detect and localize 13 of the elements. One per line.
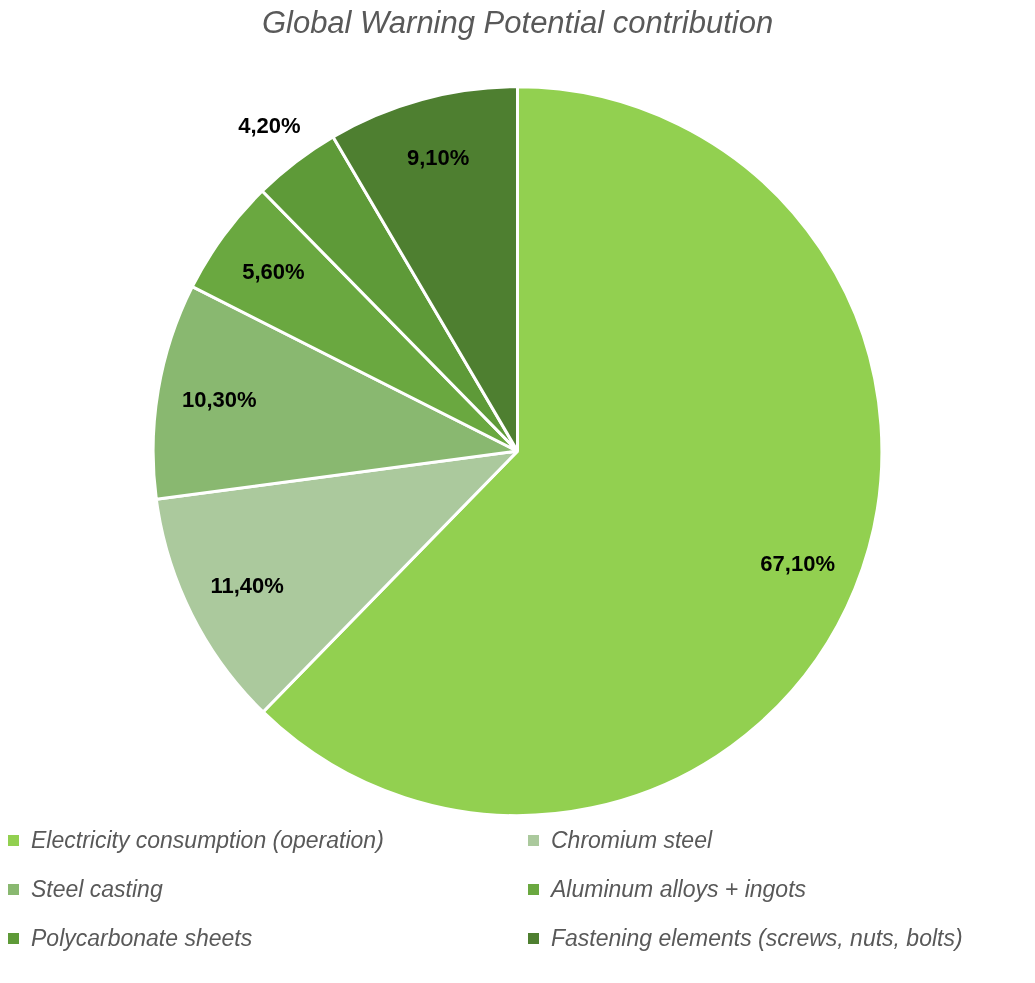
legend-label: Fastening elements (screws, nuts, bolts) xyxy=(551,925,963,952)
data-label: 5,60% xyxy=(242,258,305,284)
legend-label: Electricity consumption (operation) xyxy=(31,827,384,854)
legend-label: Aluminum alloys + ingots xyxy=(551,876,807,903)
chart-title: Global Warning Potential contribution xyxy=(261,5,774,41)
data-label: 10,30% xyxy=(181,386,257,412)
data-label: 67,10% xyxy=(760,551,835,577)
data-label: 9,10% xyxy=(406,145,470,171)
legend-label: Steel casting xyxy=(31,876,163,903)
legend-label: Polycarbonate sheets xyxy=(31,925,253,952)
legend-label: Chromium steel xyxy=(551,827,713,854)
data-label: 11,40% xyxy=(210,572,284,598)
data-label: 4,20% xyxy=(238,113,301,139)
